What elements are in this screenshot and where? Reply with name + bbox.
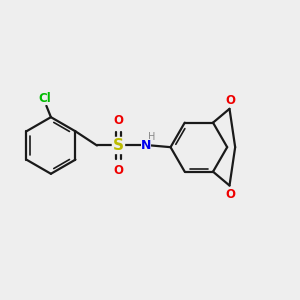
Text: O: O bbox=[113, 114, 124, 127]
Text: O: O bbox=[225, 188, 235, 201]
Text: N: N bbox=[141, 139, 152, 152]
Text: H: H bbox=[148, 132, 156, 142]
Text: O: O bbox=[225, 94, 235, 106]
Text: O: O bbox=[113, 164, 124, 177]
Text: Cl: Cl bbox=[39, 92, 52, 105]
Text: S: S bbox=[113, 138, 124, 153]
